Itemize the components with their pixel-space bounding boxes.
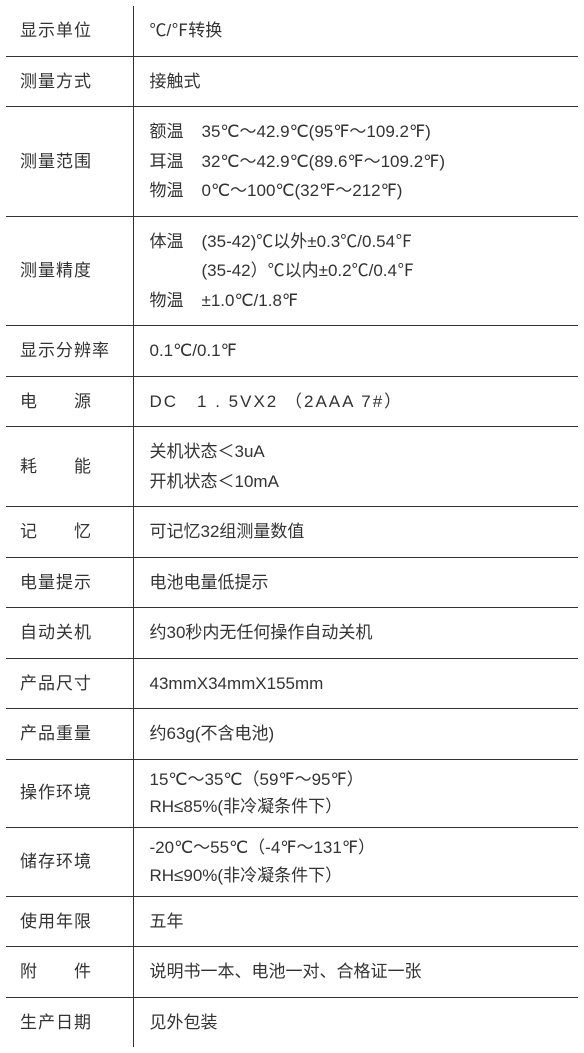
- row-measure-method: 测量方式 接触式: [5, 56, 579, 107]
- label-weight: 产品重量: [5, 709, 133, 760]
- range-forehead-key: 额温: [150, 119, 202, 145]
- label-service-life: 使用年限: [5, 896, 133, 947]
- value-auto-off: 约30秒内无任何操作自动关机: [133, 608, 579, 659]
- row-measure-range: 测量范围 额温35℃～42.9℃(95℉～109.2℉) 耳温32℃～42.9℃…: [5, 107, 579, 217]
- label-memory: 记 忆: [5, 507, 133, 558]
- row-power: 电 源 DC 1 . 5VX2 （2AAA 7#）: [5, 376, 579, 427]
- label-auto-off: 自动关机: [5, 608, 133, 659]
- value-size: 43mmX34mmX155mm: [133, 658, 579, 709]
- acc-body1-val: (35-42)℃以外±0.3℃/0.54℉: [202, 232, 413, 251]
- value-display-unit: ℃/℉转换: [133, 5, 579, 56]
- label-prod-date: 生产日期: [5, 997, 133, 1048]
- label-consumption: 耗 能: [5, 427, 133, 507]
- label-resolution: 显示分辨率: [5, 326, 133, 377]
- value-weight: 约63g(不含电池): [133, 709, 579, 760]
- acc-body2-val: (35-42）℃以内±0.2℃/0.4℉: [202, 261, 414, 280]
- row-accuracy: 测量精度 体温(35-42)℃以外±0.3℃/0.54℉ (35-42）℃以内±…: [5, 216, 579, 326]
- row-service-life: 使用年限 五年: [5, 896, 579, 947]
- consumption-on: 开机状态＜10mA: [150, 469, 565, 495]
- value-measure-method: 接触式: [133, 56, 579, 107]
- value-battery-hint: 电池电量低提示: [133, 557, 579, 608]
- row-auto-off: 自动关机 约30秒内无任何操作自动关机: [5, 608, 579, 659]
- value-accessories: 说明书一本、电池一对、合格证一张: [133, 947, 579, 998]
- row-accessories: 附 件 说明书一本、电池一对、合格证一张: [5, 947, 579, 998]
- store-env-humid: RH≤90%(非冷凝条件下）: [150, 864, 565, 888]
- label-accessories: 附 件: [5, 947, 133, 998]
- range-ear-val: 32℃～42.9℃(89.6℉～109.2℉): [202, 152, 446, 171]
- row-op-env: 操作环境 15℃～35℃（59℉～95℉） RH≤85%(非冷凝条件下）: [5, 759, 579, 828]
- value-measure-range: 额温35℃～42.9℃(95℉～109.2℉) 耳温32℃～42.9℃(89.6…: [133, 107, 579, 217]
- range-object-val: 0℃～100℃(32℉～212℉): [202, 181, 403, 200]
- row-battery-hint: 电量提示 电池电量低提示: [5, 557, 579, 608]
- range-forehead-val: 35℃～42.9℃(95℉～109.2℉): [202, 122, 431, 141]
- label-measure-method: 测量方式: [5, 56, 133, 107]
- label-battery-hint: 电量提示: [5, 557, 133, 608]
- label-measure-range: 测量范围: [5, 107, 133, 217]
- op-env-humid: RH≤85%(非冷凝条件下）: [150, 795, 565, 819]
- value-service-life: 五年: [133, 896, 579, 947]
- consumption-off: 关机状态＜3uA: [150, 439, 565, 465]
- acc-body1-key: 体温: [150, 229, 202, 255]
- value-accuracy: 体温(35-42)℃以外±0.3℃/0.54℉ (35-42）℃以内±0.2℃/…: [133, 216, 579, 326]
- value-memory: 可记忆32组测量数值: [133, 507, 579, 558]
- label-store-env: 储存环境: [5, 828, 133, 897]
- range-ear-key: 耳温: [150, 149, 202, 175]
- store-env-temp: -20℃～55℃（-4℉～131℉）: [150, 836, 565, 860]
- value-op-env: 15℃～35℃（59℉～95℉） RH≤85%(非冷凝条件下）: [133, 759, 579, 828]
- range-object-key: 物温: [150, 178, 202, 204]
- label-display-unit: 显示单位: [5, 5, 133, 56]
- row-size: 产品尺寸 43mmX34mmX155mm: [5, 658, 579, 709]
- label-size: 产品尺寸: [5, 658, 133, 709]
- row-memory: 记 忆 可记忆32组测量数值: [5, 507, 579, 558]
- row-display-unit: 显示单位 ℃/℉转换: [5, 5, 579, 56]
- op-env-temp: 15℃～35℃（59℉～95℉）: [150, 768, 565, 792]
- label-accuracy: 测量精度: [5, 216, 133, 326]
- label-op-env: 操作环境: [5, 759, 133, 828]
- value-resolution: 0.1℃/0.1℉: [133, 326, 579, 377]
- spec-table: 显示单位 ℃/℉转换 测量方式 接触式 测量范围 额温35℃～42.9℃(95℉…: [4, 4, 580, 1049]
- value-power: DC 1 . 5VX2 （2AAA 7#）: [133, 376, 579, 427]
- label-power: 电 源: [5, 376, 133, 427]
- acc-obj-key: 物温: [150, 288, 202, 314]
- row-store-env: 储存环境 -20℃～55℃（-4℉～131℉） RH≤90%(非冷凝条件下）: [5, 828, 579, 897]
- value-store-env: -20℃～55℃（-4℉～131℉） RH≤90%(非冷凝条件下）: [133, 828, 579, 897]
- value-consumption: 关机状态＜3uA 开机状态＜10mA: [133, 427, 579, 507]
- acc-obj-val: ±1.0℃/1.8℉: [202, 291, 299, 310]
- row-weight: 产品重量 约63g(不含电池): [5, 709, 579, 760]
- row-consumption: 耗 能 关机状态＜3uA 开机状态＜10mA: [5, 427, 579, 507]
- value-prod-date: 见外包装: [133, 997, 579, 1048]
- row-prod-date: 生产日期 见外包装: [5, 997, 579, 1048]
- row-resolution: 显示分辨率 0.1℃/0.1℉: [5, 326, 579, 377]
